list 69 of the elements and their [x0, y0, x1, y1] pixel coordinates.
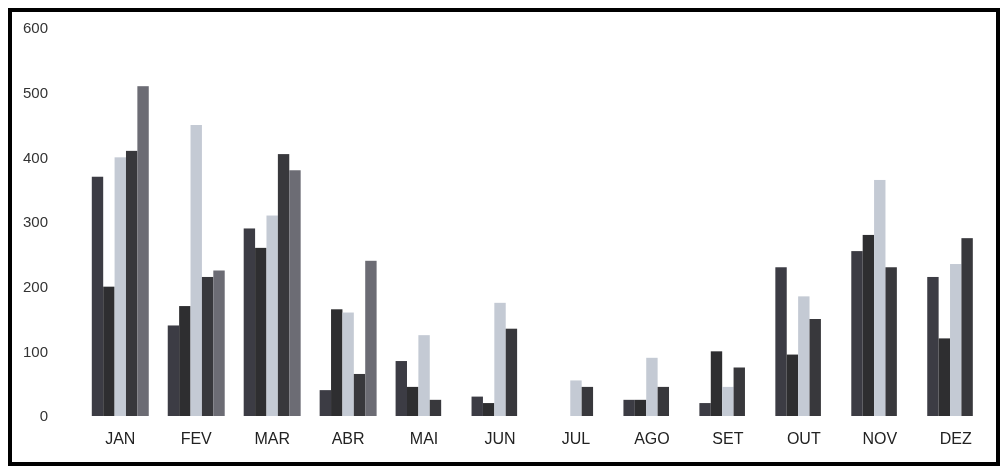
bar	[331, 309, 343, 416]
y-tick-label: 600	[22, 19, 48, 37]
bar	[266, 215, 278, 416]
bar	[91, 176, 104, 416]
x-tick-label: MAI	[409, 430, 439, 447]
bar	[167, 325, 180, 416]
bar	[429, 399, 442, 416]
x-tick-label: NOV	[862, 430, 898, 447]
x-tick-label: ABR	[331, 430, 365, 447]
bar	[255, 247, 267, 416]
x-tick-label: JAN	[105, 430, 136, 447]
bar	[243, 228, 256, 416]
x-tick-label: SET	[712, 430, 744, 447]
bar	[179, 306, 191, 416]
bar	[950, 264, 962, 416]
bar	[885, 267, 897, 416]
x-tick-label: JUL	[561, 430, 591, 447]
bar	[471, 396, 483, 416]
bar	[277, 154, 290, 416]
x-tick-label: AGO	[634, 430, 670, 447]
bar	[851, 251, 863, 416]
bar	[623, 399, 635, 416]
bar	[125, 150, 138, 416]
bar	[874, 179, 886, 416]
bar	[710, 351, 723, 416]
y-tick-label: 0	[39, 407, 48, 425]
bar	[353, 373, 366, 416]
y-tick-label: 100	[22, 342, 48, 360]
x-tick-label: FEV	[180, 430, 213, 447]
bar	[733, 367, 745, 416]
bar	[927, 276, 939, 416]
x-tick-label: DEZ	[939, 430, 972, 447]
bar	[114, 157, 126, 416]
bar	[365, 260, 377, 416]
x-tick-label: JUN	[484, 430, 516, 447]
bar	[190, 125, 202, 416]
bar	[570, 380, 582, 416]
bar	[342, 312, 354, 416]
bar	[103, 286, 115, 416]
bar	[798, 296, 810, 416]
y-tick-label: 200	[22, 277, 48, 295]
x-tick-label: MAR	[254, 430, 290, 447]
bar	[634, 399, 647, 416]
y-tick-label: 300	[22, 213, 48, 231]
bar	[494, 302, 506, 416]
bar	[786, 354, 799, 416]
bar	[722, 386, 734, 416]
bar	[646, 357, 658, 416]
bar	[482, 403, 495, 416]
bar	[319, 390, 332, 416]
bar	[775, 267, 787, 416]
y-tick-label: 500	[22, 83, 48, 101]
x-tick-label: OUT	[786, 430, 821, 447]
bar	[289, 170, 301, 416]
bar	[406, 386, 419, 416]
bar	[201, 276, 214, 416]
bar	[809, 319, 821, 416]
bar	[137, 86, 149, 416]
bar	[418, 335, 430, 416]
bar	[395, 361, 407, 416]
bar	[213, 270, 225, 416]
bar	[657, 386, 670, 416]
bar	[699, 403, 711, 416]
bar	[581, 386, 594, 416]
y-tick-label: 400	[22, 148, 48, 166]
bar	[938, 338, 951, 416]
bar	[505, 328, 518, 416]
bar	[961, 238, 973, 416]
bar	[862, 234, 875, 416]
